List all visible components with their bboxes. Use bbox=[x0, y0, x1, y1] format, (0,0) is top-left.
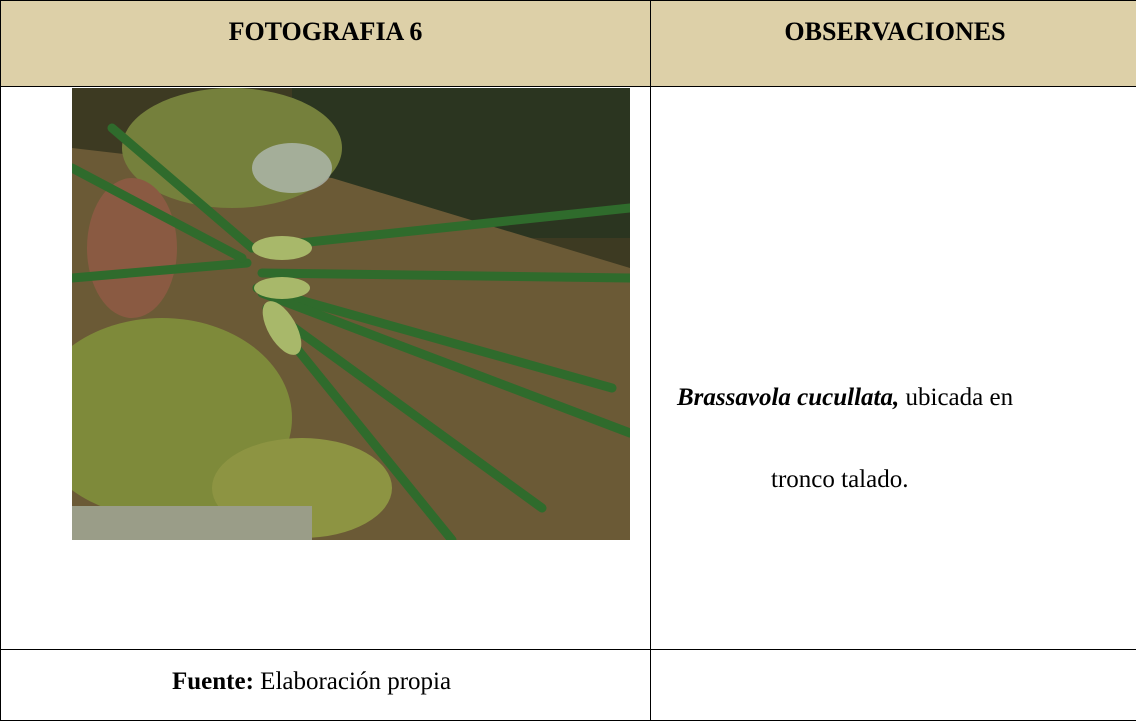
observation-text: tronco talado. bbox=[771, 466, 909, 493]
observation-text: ubicada en bbox=[905, 384, 1014, 411]
header-cell: FOTOGRAFIA 6 bbox=[0, 0, 651, 87]
ground bbox=[72, 506, 312, 540]
header-text: OBSERVACIONES bbox=[784, 17, 1006, 46]
header-cell: OBSERVACIONES bbox=[650, 0, 1136, 87]
observation-cell bbox=[650, 86, 1136, 650]
lichen bbox=[252, 143, 332, 193]
source-text: Elaboración propia bbox=[260, 668, 452, 695]
header-text: FOTOGRAFIA 6 bbox=[228, 17, 423, 46]
leaves bbox=[72, 123, 630, 540]
species-name: Brassavola cucullata, bbox=[677, 384, 900, 411]
photo bbox=[72, 88, 630, 540]
pseudobulbs bbox=[252, 236, 312, 355]
empty-cell bbox=[650, 649, 1136, 721]
source-label: Fuente: bbox=[172, 668, 254, 695]
source-line: Fuente: Elaboración propia bbox=[172, 668, 451, 696]
observation-line: Brassavola cucullata, ubicada en bbox=[677, 384, 1013, 412]
